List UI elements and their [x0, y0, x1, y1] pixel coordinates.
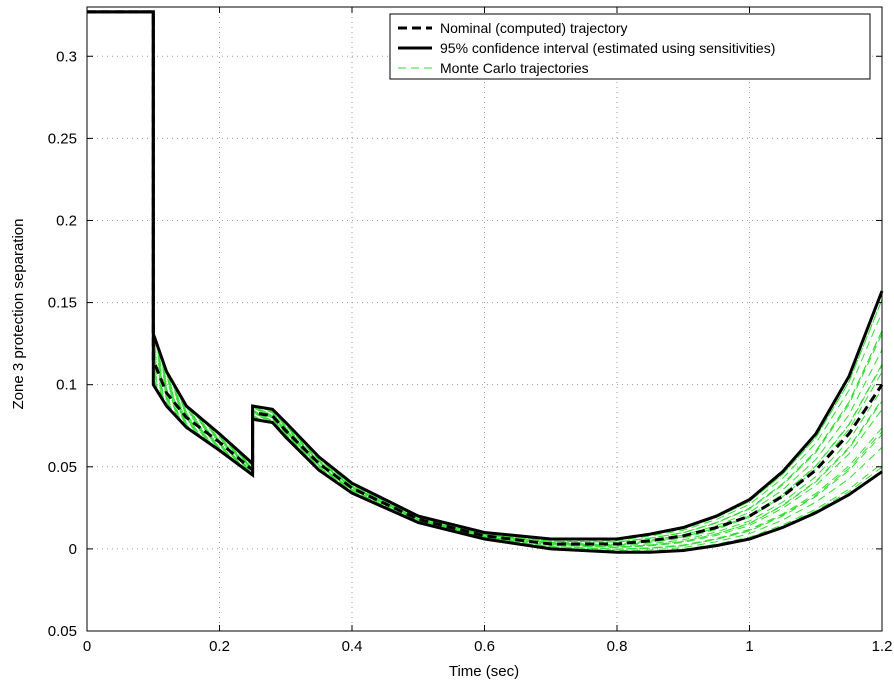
y-tick-label: 0.05 — [48, 623, 77, 640]
x-tick-label: 0.2 — [209, 638, 230, 655]
y-tick-label: 0.25 — [48, 130, 77, 147]
legend: Nominal (computed) trajectory 95% confid… — [389, 13, 871, 80]
grid — [87, 7, 882, 631]
x-axis-label: Time (sec) — [449, 663, 519, 680]
x-tick-label: 0.4 — [342, 638, 363, 655]
x-tick-label: 1 — [745, 638, 753, 655]
y-axis-label: Zone 3 protection separation — [10, 219, 27, 410]
monte-carlo-line — [152, 370, 883, 550]
monte-carlo-line — [152, 362, 883, 548]
y-tick-label: 0.1 — [56, 377, 77, 394]
y-tick-label: 0 — [69, 541, 77, 558]
confidence-upper-line — [87, 10, 884, 541]
confidence-lower-line — [87, 10, 883, 554]
monte-carlo-line — [152, 330, 883, 543]
legend-box — [389, 13, 871, 80]
x-tick-label: 1.2 — [872, 638, 893, 655]
nominal-trajectory-line — [87, 10, 884, 546]
axis-ticks: 0 0.2 0.4 0.6 0.8 1 1.2 0.05 0 0.05 0.1 0.15 0.2 0.25… — [48, 7, 893, 655]
legend-label-confidence: 95% confidence interval (estimated using… — [440, 40, 775, 56]
y-tick-label: 0.05 — [48, 459, 77, 476]
y-tick-label: 0.15 — [48, 295, 77, 312]
legend-label-nominal: Nominal (computed) trajectory — [440, 20, 628, 36]
x-tick-label: 0 — [83, 638, 91, 655]
y-tick-label: 0.3 — [56, 48, 77, 65]
legend-label-montecarlo: Monte Carlo trajectories — [440, 60, 589, 76]
monte-carlo-line — [152, 365, 883, 549]
x-tick-label: 0.6 — [474, 638, 495, 655]
series-lines — [87, 10, 884, 554]
x-tick-label: 0.8 — [607, 638, 628, 655]
y-tick-label: 0.2 — [56, 212, 77, 229]
